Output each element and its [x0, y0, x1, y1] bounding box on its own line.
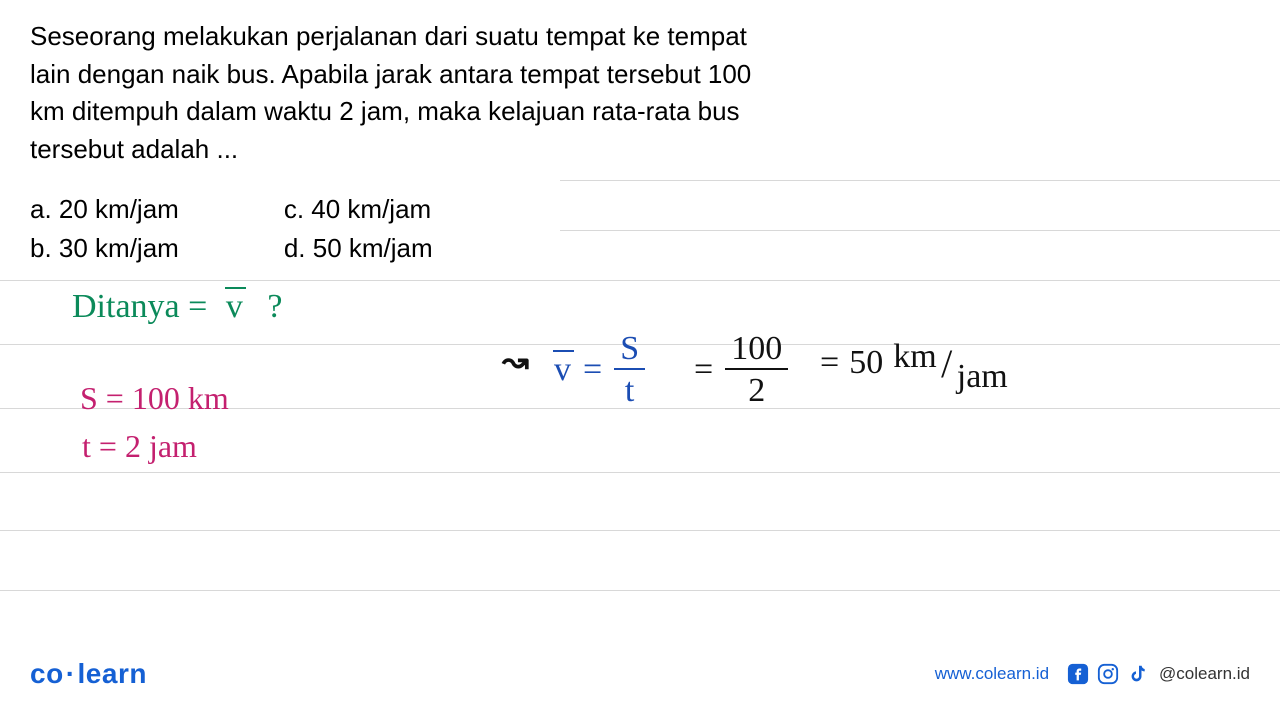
squiggle-arrow-icon: ↝	[502, 342, 529, 380]
instagram-icon[interactable]	[1097, 663, 1119, 685]
hw-eq2: =	[694, 351, 713, 389]
social-icons: @colearn.id	[1067, 663, 1250, 685]
hw-unit-jam: jam	[957, 358, 1008, 395]
hw-formula-v: v	[554, 351, 571, 389]
hw-formula: v = S t	[554, 332, 645, 408]
option-b: b. 30 km/jam	[30, 233, 179, 264]
hw-frac-2: 2	[748, 370, 765, 408]
answer-options: a. 20 km/jam c. 40 km/jam b. 30 km/jam d…	[30, 194, 433, 272]
hw-vbar-symbol: v	[226, 288, 243, 326]
footer-right: www.colearn.id @colearn.id	[935, 663, 1250, 685]
hw-answer-unit: km / jam	[893, 336, 1008, 383]
facebook-icon[interactable]	[1067, 663, 1089, 685]
logo-part2: learn	[78, 658, 147, 689]
hw-question-mark: ?	[267, 288, 282, 325]
footer-url[interactable]: www.colearn.id	[935, 664, 1049, 684]
hw-frac-100: 100	[725, 332, 788, 370]
ruled-line	[560, 180, 1280, 181]
question-text: Seseorang melakukan perjalanan dari suat…	[30, 18, 770, 169]
hw-eq3: =	[820, 344, 839, 382]
ruled-line	[560, 230, 1280, 231]
brand-logo: co·learn	[30, 658, 147, 690]
hw-given-t: t = 2 jam	[82, 428, 197, 465]
hw-answer-val: 50	[849, 344, 883, 382]
ruled-line	[0, 530, 1280, 531]
hw-frac-st: S t	[614, 332, 645, 408]
option-d: d. 50 km/jam	[284, 233, 433, 264]
ruled-line	[0, 280, 1280, 281]
hw-given-s: S = 100 km	[80, 380, 229, 417]
option-a: a. 20 km/jam	[30, 194, 179, 225]
hw-frac-s: S	[614, 332, 645, 370]
hw-answer: = 50 km / jam	[820, 336, 1008, 383]
hw-asked: Ditanya = v ?	[72, 288, 282, 326]
hw-asked-label: Ditanya =	[72, 288, 207, 325]
footer: co·learn www.colearn.id @colearn.id	[30, 658, 1250, 690]
hw-unit-km: km	[893, 338, 936, 375]
ruled-line	[0, 590, 1280, 591]
hw-frac-100-2: 100 2	[725, 332, 788, 408]
logo-dot: ·	[66, 658, 76, 689]
logo-part1: co	[30, 658, 64, 689]
hw-calc: = 100 2	[694, 332, 788, 408]
tiktok-icon[interactable]	[1127, 663, 1149, 685]
ruled-line	[0, 472, 1280, 473]
social-handle: @colearn.id	[1159, 664, 1250, 684]
option-c: c. 40 km/jam	[284, 194, 431, 225]
hw-frac-t: t	[625, 370, 634, 408]
hw-eq1: =	[583, 351, 602, 389]
